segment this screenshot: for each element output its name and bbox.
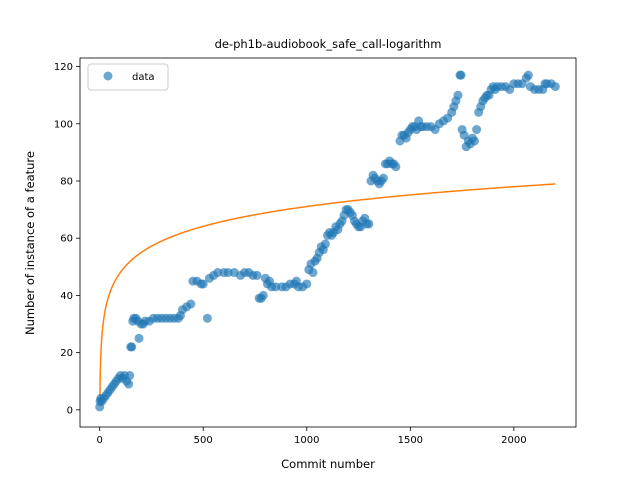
- data-point: [271, 282, 281, 292]
- y-tick-label: 80: [60, 177, 73, 188]
- data-point: [124, 379, 134, 389]
- data-points-layer: [95, 70, 560, 412]
- data-point: [202, 313, 212, 323]
- fit-curve-layer: [99, 183, 556, 405]
- data-point: [320, 239, 330, 249]
- x-tick-label: 0: [96, 435, 102, 446]
- y-tick-label: 20: [60, 348, 73, 359]
- legend: data: [87, 63, 169, 91]
- data-point: [198, 279, 208, 289]
- y-tick-label: 100: [54, 119, 73, 130]
- data-point: [302, 279, 312, 289]
- x-tick-label: 2000: [501, 435, 526, 446]
- data-point: [223, 268, 233, 278]
- x-tick-label: 1500: [398, 435, 423, 446]
- y-axis-label: Number of instance of a feature: [23, 151, 37, 335]
- data-point: [125, 371, 135, 381]
- data-point: [258, 290, 268, 300]
- data-point: [456, 70, 466, 80]
- plot-frame: [79, 57, 577, 428]
- data-point: [127, 342, 137, 352]
- data-point: [378, 173, 388, 183]
- data-point: [550, 82, 560, 92]
- legend-marker-data: [103, 71, 113, 81]
- legend-label-data: data: [132, 72, 155, 83]
- data-point: [186, 299, 196, 309]
- x-tick-label: 1000: [294, 435, 319, 446]
- y-tick-label: 0: [67, 405, 73, 416]
- axes: 0 500 1000 1500 2000 0 20 40 60 80 100 120: [54, 57, 577, 446]
- data-point: [453, 90, 463, 100]
- data-point: [472, 125, 482, 135]
- data-point: [308, 268, 318, 278]
- data-point: [364, 219, 374, 229]
- data-point: [252, 270, 262, 280]
- x-tick-label: 500: [194, 435, 213, 446]
- x-axis-label: Commit number: [281, 457, 375, 471]
- data-point: [523, 70, 533, 80]
- legend-box: [87, 63, 169, 91]
- data-point: [213, 268, 223, 278]
- fit-curve: [99, 183, 556, 405]
- data-point: [134, 333, 144, 343]
- y-tick-label: 40: [60, 291, 73, 302]
- data-point: [391, 162, 401, 172]
- y-tick-label: 120: [54, 62, 73, 73]
- y-tick-label: 60: [60, 234, 73, 245]
- data-point: [470, 136, 480, 146]
- chart-title: de-ph1b-audiobook_safe_call-logarithm: [215, 37, 442, 51]
